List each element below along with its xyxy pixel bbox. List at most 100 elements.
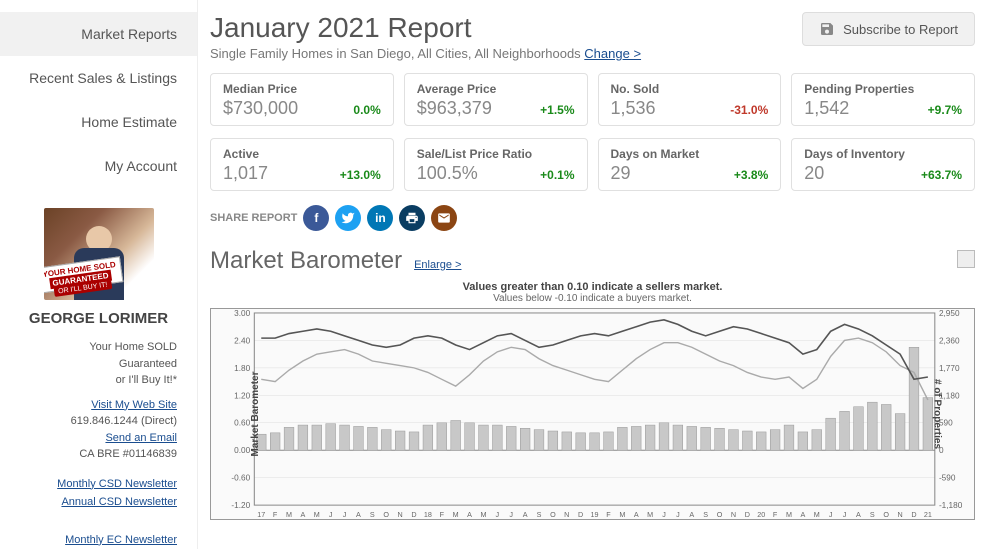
svg-text:J: J bbox=[509, 512, 513, 519]
stat-label: Pending Properties bbox=[804, 82, 962, 96]
svg-text:-1.20: -1.20 bbox=[231, 501, 250, 510]
svg-text:J: J bbox=[843, 512, 847, 519]
svg-text:M: M bbox=[453, 512, 459, 519]
svg-text:J: J bbox=[662, 512, 666, 519]
chart-subtitle: Values below -0.10 indicate a buyers mar… bbox=[210, 293, 975, 304]
svg-text:17: 17 bbox=[257, 512, 265, 519]
page-subtitle: Single Family Homes in San Diego, All Ci… bbox=[210, 46, 641, 61]
svg-text:18: 18 bbox=[424, 512, 432, 519]
svg-text:-1,180: -1,180 bbox=[939, 501, 963, 510]
newsletter-link[interactable]: Monthly CSD Newsletter bbox=[57, 478, 177, 490]
stat-label: Sale/List Price Ratio bbox=[417, 147, 575, 161]
share-email-icon[interactable] bbox=[431, 205, 457, 231]
svg-text:A: A bbox=[856, 512, 861, 519]
agent-name: GEORGE LORIMER bbox=[0, 310, 197, 327]
nav-item-home-estimate[interactable]: Home Estimate bbox=[0, 100, 197, 144]
nav-item-market-reports[interactable]: Market Reports bbox=[0, 12, 197, 56]
nav-item-my-account[interactable]: My Account bbox=[0, 144, 197, 188]
stat-label: Average Price bbox=[417, 82, 575, 96]
page-title: January 2021 Report bbox=[210, 12, 641, 44]
newsletter-link[interactable]: Monthly EC Newsletter bbox=[65, 534, 177, 546]
svg-text:2,360: 2,360 bbox=[939, 337, 960, 346]
stat-card[interactable]: No. Sold1,536-31.0% bbox=[598, 73, 782, 126]
stat-pct: +1.5% bbox=[540, 103, 574, 117]
svg-text:1,770: 1,770 bbox=[939, 364, 960, 373]
share-print-icon[interactable] bbox=[399, 205, 425, 231]
share-twitter-icon[interactable] bbox=[335, 205, 361, 231]
svg-text:A: A bbox=[356, 512, 361, 519]
svg-text:1.80: 1.80 bbox=[234, 364, 251, 373]
stat-pct: +0.1% bbox=[540, 168, 574, 182]
stat-value: 100.5% bbox=[417, 163, 478, 184]
nav-item-recent-sales-listings[interactable]: Recent Sales & Listings bbox=[0, 56, 197, 100]
share-linkedin-icon[interactable]: in bbox=[367, 205, 393, 231]
stat-value: $963,379 bbox=[417, 98, 492, 119]
svg-text:-590: -590 bbox=[939, 474, 956, 483]
subscribe-button[interactable]: Subscribe to Report bbox=[802, 12, 975, 46]
y2-axis-label: # of Properties bbox=[931, 379, 942, 449]
svg-text:-0.60: -0.60 bbox=[231, 474, 250, 483]
svg-text:N: N bbox=[731, 512, 736, 519]
stat-pct: +9.7% bbox=[928, 103, 962, 117]
agent-info: Your Home SOLD Guaranteed or I'll Buy It… bbox=[0, 339, 197, 463]
svg-text:M: M bbox=[647, 512, 653, 519]
newsletter-link[interactable]: Annual CSD Newsletter bbox=[61, 496, 177, 508]
stat-card[interactable]: Active1,017+13.0% bbox=[210, 138, 394, 191]
stat-card[interactable]: Pending Properties 1,542 +9.7% bbox=[791, 73, 975, 126]
svg-text:A: A bbox=[689, 512, 694, 519]
stat-card[interactable]: Days on Market29+3.8% bbox=[598, 138, 782, 191]
stat-label: Days of Inventory bbox=[804, 147, 962, 161]
svg-text:N: N bbox=[897, 512, 902, 519]
share-facebook-icon[interactable]: f bbox=[303, 205, 329, 231]
main-content: January 2021 Report Single Family Homes … bbox=[197, 0, 993, 549]
svg-text:M: M bbox=[814, 512, 820, 519]
stat-card[interactable]: Sale/List Price Ratio 100.5% +0.1% bbox=[404, 138, 588, 191]
svg-text:J: J bbox=[329, 512, 333, 519]
stat-value: 1,542 bbox=[804, 98, 849, 119]
stat-card[interactable]: Median Price$730,0000.0% bbox=[210, 73, 394, 126]
stat-label: Days on Market bbox=[611, 147, 769, 161]
svg-text:D: D bbox=[411, 512, 416, 519]
svg-text:D: D bbox=[745, 512, 750, 519]
svg-text:A: A bbox=[523, 512, 528, 519]
agent-photo: YOUR HOME SOLDGUARANTEED OR I'LL BUY IT! bbox=[44, 208, 154, 300]
y1-axis-label: Market Barometer bbox=[250, 371, 261, 456]
svg-text:2,950: 2,950 bbox=[939, 309, 960, 318]
stat-label: No. Sold bbox=[611, 82, 769, 96]
visit-site-link[interactable]: Visit My Web Site bbox=[91, 399, 177, 411]
svg-text:A: A bbox=[301, 512, 306, 519]
barometer-chart: Market Barometer # of Properties 3.002.4… bbox=[210, 308, 975, 520]
svg-text:O: O bbox=[883, 512, 889, 519]
svg-text:F: F bbox=[773, 512, 778, 519]
svg-text:3.00: 3.00 bbox=[234, 309, 251, 318]
svg-text:1.20: 1.20 bbox=[234, 391, 251, 400]
stat-card[interactable]: Days of Inventory20+63.7% bbox=[791, 138, 975, 191]
svg-text:J: J bbox=[496, 512, 500, 519]
svg-text:N: N bbox=[564, 512, 569, 519]
stat-value: 29 bbox=[611, 163, 631, 184]
svg-text:M: M bbox=[619, 512, 625, 519]
svg-text:D: D bbox=[911, 512, 916, 519]
print-chart-icon[interactable] bbox=[957, 250, 975, 268]
change-link[interactable]: Change > bbox=[584, 46, 641, 61]
svg-text:F: F bbox=[440, 512, 445, 519]
stat-value: 1,536 bbox=[611, 98, 656, 119]
svg-text:F: F bbox=[273, 512, 278, 519]
svg-text:0.00: 0.00 bbox=[234, 446, 251, 455]
svg-text:O: O bbox=[717, 512, 723, 519]
svg-text:S: S bbox=[370, 512, 375, 519]
stat-pct: +13.0% bbox=[340, 168, 381, 182]
svg-text:S: S bbox=[703, 512, 708, 519]
svg-text:A: A bbox=[634, 512, 639, 519]
enlarge-link[interactable]: Enlarge > bbox=[414, 259, 461, 271]
svg-text:20: 20 bbox=[757, 512, 765, 519]
share-row: SHARE REPORT f in bbox=[210, 205, 993, 231]
stat-pct: 0.0% bbox=[353, 103, 380, 117]
save-icon bbox=[819, 21, 835, 37]
svg-text:21: 21 bbox=[924, 512, 932, 519]
send-email-link[interactable]: Send an Email bbox=[105, 432, 177, 444]
svg-text:N: N bbox=[398, 512, 403, 519]
svg-text:M: M bbox=[480, 512, 486, 519]
agent-box: YOUR HOME SOLDGUARANTEED OR I'LL BUY IT!… bbox=[0, 208, 197, 549]
stat-card[interactable]: Average Price $963,379 +1.5% bbox=[404, 73, 588, 126]
